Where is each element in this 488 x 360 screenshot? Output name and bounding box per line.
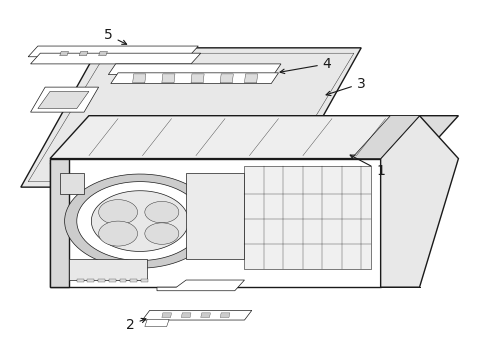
Polygon shape	[119, 279, 126, 282]
Polygon shape	[144, 223, 179, 244]
Polygon shape	[99, 200, 137, 225]
Polygon shape	[109, 279, 116, 282]
Polygon shape	[60, 164, 81, 171]
Polygon shape	[30, 53, 201, 64]
Polygon shape	[21, 48, 361, 187]
Polygon shape	[186, 173, 244, 258]
Polygon shape	[50, 116, 419, 158]
Text: 5: 5	[104, 28, 126, 44]
Polygon shape	[30, 87, 99, 112]
Polygon shape	[157, 280, 244, 291]
Polygon shape	[162, 313, 171, 318]
Polygon shape	[108, 164, 135, 171]
Polygon shape	[380, 116, 458, 158]
Polygon shape	[125, 120, 179, 134]
Polygon shape	[98, 279, 105, 282]
Polygon shape	[144, 319, 169, 327]
Polygon shape	[99, 51, 107, 56]
Polygon shape	[351, 116, 419, 158]
Polygon shape	[201, 313, 210, 318]
Polygon shape	[162, 74, 175, 83]
Polygon shape	[244, 166, 370, 269]
Polygon shape	[38, 91, 89, 109]
Polygon shape	[64, 174, 215, 268]
Polygon shape	[69, 258, 147, 280]
Polygon shape	[81, 120, 135, 134]
Polygon shape	[141, 279, 147, 282]
Polygon shape	[181, 313, 191, 318]
Polygon shape	[91, 191, 188, 251]
Polygon shape	[79, 51, 88, 56]
Polygon shape	[111, 73, 278, 84]
Polygon shape	[242, 125, 285, 144]
Polygon shape	[50, 158, 69, 287]
Polygon shape	[77, 181, 203, 261]
Polygon shape	[191, 74, 203, 83]
Polygon shape	[130, 279, 137, 282]
Polygon shape	[147, 162, 174, 169]
Polygon shape	[169, 120, 222, 134]
Polygon shape	[60, 51, 68, 56]
Polygon shape	[89, 166, 111, 173]
Polygon shape	[77, 279, 83, 282]
Polygon shape	[50, 158, 380, 287]
Polygon shape	[87, 279, 94, 282]
Polygon shape	[142, 310, 251, 320]
Polygon shape	[108, 64, 281, 75]
Polygon shape	[142, 169, 164, 176]
Polygon shape	[50, 157, 77, 164]
Text: 2: 2	[125, 318, 145, 332]
Polygon shape	[244, 74, 257, 83]
Polygon shape	[220, 313, 229, 318]
Text: 4: 4	[280, 57, 331, 73]
Text: 1: 1	[349, 155, 384, 178]
Polygon shape	[217, 132, 261, 152]
Polygon shape	[220, 74, 233, 83]
Polygon shape	[28, 46, 198, 57]
Polygon shape	[99, 221, 137, 246]
Polygon shape	[132, 74, 145, 83]
Polygon shape	[60, 173, 84, 194]
Polygon shape	[380, 116, 458, 287]
Text: 3: 3	[325, 77, 365, 95]
Polygon shape	[144, 202, 179, 223]
